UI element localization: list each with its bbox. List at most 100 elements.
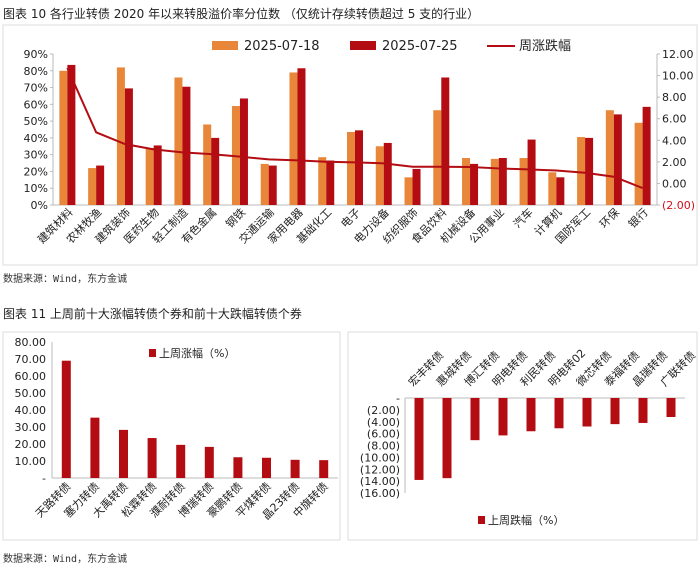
bar-2025-07-18 [375, 146, 384, 205]
bar-2025-07-25 [642, 106, 651, 205]
legend-label-line: 周涨跌幅 [519, 38, 571, 54]
bar-2025-07-18 [145, 147, 154, 205]
bar-2025-07-25 [355, 130, 363, 205]
bar-2025-07-25 [297, 68, 306, 205]
legend-label: 上周跌幅（%） [488, 513, 564, 527]
bar-weekly-gain [176, 444, 186, 478]
bar-weekly-loss [666, 398, 676, 417]
right-tick-label: 0.00 [662, 177, 687, 190]
y-tick-label: - [42, 472, 46, 485]
bar-2025-07-25 [153, 145, 162, 205]
bar-weekly-gain [204, 446, 214, 478]
y-tick-label: 20.00 [15, 438, 47, 451]
figure10-frame [2, 24, 698, 266]
bar-2025-07-25 [527, 139, 536, 205]
bar-weekly-loss [442, 398, 452, 479]
bar-weekly-loss [610, 398, 620, 425]
figure10-title: 图表 10 各行业转债 2020 年以来转股溢价率分位数 （仅统计存续转债超过 … [3, 7, 480, 21]
y-tick-label: - [396, 392, 400, 405]
bar-2025-07-18 [490, 158, 499, 205]
y-tick-label: (4.00) [367, 416, 400, 429]
figure11-right-frame [347, 331, 698, 541]
right-tick-label: 2.00 [662, 156, 687, 169]
right-tick-label: 6.00 [662, 113, 687, 126]
x-tick-label: 钢铁 [223, 206, 248, 231]
y-tick-label: (12.00) [360, 463, 400, 476]
left-tick-label: 40% [24, 132, 48, 145]
line-weekly-change [66, 67, 643, 189]
bar-2025-07-25 [211, 137, 220, 205]
x-tick-label: 电子 [338, 206, 363, 231]
right-tick-label: 10.00 [662, 70, 694, 83]
bar-2025-07-25 [556, 177, 565, 205]
bar-2025-07-25 [326, 160, 335, 205]
y-tick-label: 40.00 [15, 404, 47, 417]
bar-2025-07-18 [347, 132, 355, 205]
y-tick-label: 50.00 [15, 387, 47, 400]
left-tick-label: 20% [24, 165, 48, 178]
legend-label-0725: 2025-07-25 [382, 39, 458, 54]
x-tick-label: 环保 [597, 205, 622, 230]
figure11-source: 数据来源：Wind，东方金诚 [3, 554, 128, 565]
bar-2025-07-18 [260, 163, 269, 205]
bar-2025-07-25 [239, 98, 248, 205]
bar-weekly-loss [498, 398, 508, 436]
bar-weekly-loss [554, 398, 564, 429]
bar-2025-07-25 [441, 77, 450, 205]
bar-weekly-gain [233, 457, 243, 478]
bar-2025-07-25 [268, 165, 277, 205]
y-tick-label: 80.00 [15, 336, 47, 349]
bar-2025-07-18 [59, 70, 68, 206]
y-tick-label: (16.00) [360, 487, 400, 500]
right-tick-label: 12.00 [662, 48, 694, 61]
bar-2025-07-18 [174, 77, 183, 205]
bar-2025-07-18 [88, 168, 97, 205]
bar-2025-07-25 [585, 137, 594, 205]
bar-2025-07-18 [634, 122, 643, 205]
figure11-title: 图表 11 上周前十大涨幅转债个券和前十大跌幅转债个券 [3, 307, 302, 321]
bar-weekly-gain [290, 459, 300, 478]
legend-swatch [149, 349, 156, 357]
bar-weekly-gain [319, 460, 329, 478]
figure10-source: 数据来源：Wind，东方金诚 [3, 274, 128, 285]
bar-2025-07-18 [462, 158, 471, 205]
bar-2025-07-18 [289, 72, 298, 205]
bar-weekly-loss [582, 398, 592, 427]
left-tick-label: 0% [31, 199, 48, 212]
bar-weekly-gain [61, 360, 71, 478]
bar-2025-07-25 [412, 168, 421, 205]
y-tick-label: 60.00 [15, 370, 47, 383]
bar-weekly-gain [90, 417, 100, 478]
legend-label: 上周涨幅（%） [159, 347, 235, 360]
legend-swatch-0725 [350, 41, 376, 50]
legend-swatch [478, 516, 485, 524]
legend-swatch-0718 [212, 41, 238, 50]
y-tick-label: 10.00 [15, 455, 47, 468]
bar-2025-07-25 [470, 163, 479, 205]
bar-2025-07-18 [318, 157, 327, 205]
left-tick-label: 60% [24, 98, 48, 111]
bar-2025-07-18 [519, 158, 528, 205]
x-tick-label: 银行 [625, 205, 650, 230]
bar-2025-07-25 [124, 88, 133, 205]
bar-weekly-loss [470, 398, 480, 441]
bar-2025-07-25 [182, 86, 191, 205]
bar-weekly-gain [262, 457, 271, 478]
y-tick-label: (6.00) [367, 428, 400, 441]
right-tick-label: (2.00) [662, 199, 695, 212]
left-tick-label: 50% [24, 115, 48, 128]
left-tick-label: 90% [24, 48, 48, 61]
bar-2025-07-25 [96, 165, 105, 205]
bar-weekly-gain [119, 429, 128, 478]
left-tick-label: 30% [24, 149, 48, 162]
bar-2025-07-25 [498, 158, 507, 205]
bar-2025-07-18 [404, 177, 413, 205]
bar-2025-07-25 [613, 114, 622, 205]
figure11-left-frame [2, 331, 341, 541]
bar-2025-07-18 [203, 124, 212, 205]
bar-2025-07-18 [577, 137, 586, 205]
left-tick-label: 70% [24, 82, 48, 95]
bar-weekly-gain [147, 438, 157, 478]
bar-weekly-loss [526, 398, 536, 432]
